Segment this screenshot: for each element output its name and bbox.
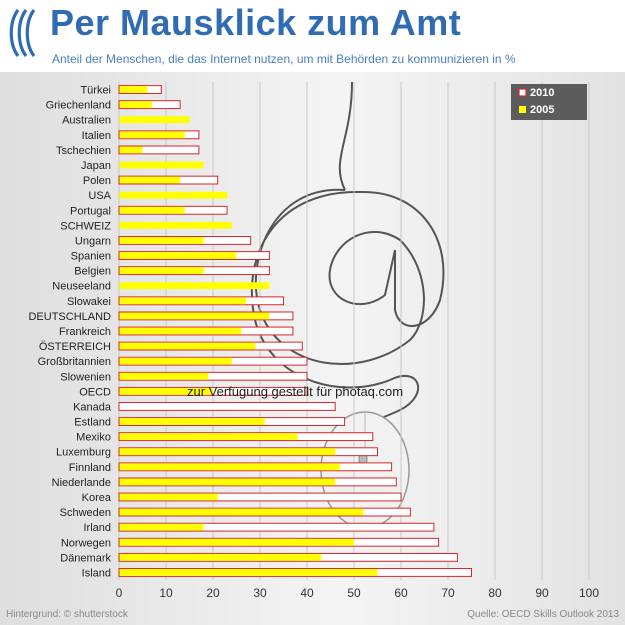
category-label: Belgien — [74, 266, 111, 278]
footer-credit: Hintergrund: © shutterstock — [6, 609, 128, 620]
page-title: Per Mausklick zum Amt — [50, 2, 462, 43]
legend-label-2010: 2010 — [530, 87, 554, 99]
bar-2005 — [119, 463, 340, 471]
category-label: Großbritannien — [38, 356, 111, 368]
category-label: Frankreich — [59, 326, 111, 338]
x-tick-label: 100 — [579, 586, 599, 600]
bar-2005 — [119, 206, 185, 214]
bar-2005 — [119, 282, 270, 290]
footer-source: Quelle: OECD Skills Outlook 2013 — [467, 609, 619, 620]
category-label: Tschechien — [56, 145, 111, 157]
category-label: Island — [82, 567, 111, 579]
legend-swatch-2010 — [518, 88, 527, 97]
x-tick-label: 60 — [394, 586, 408, 600]
category-labels: Türkei Griechenland Australien Italien Tsche… — [28, 85, 111, 580]
oecd-logo-icon — [9, 9, 36, 57]
bar-2005 — [119, 342, 256, 350]
x-tick-label: 40 — [300, 586, 314, 600]
category-label: OECD — [79, 386, 111, 398]
header: Per Mausklick zum Amt Anteil der Mensche… — [0, 0, 625, 70]
bar-2005 — [119, 569, 378, 576]
bar-2005 — [119, 297, 246, 305]
x-tick-label: 30 — [253, 586, 267, 600]
category-label: Norwegen — [61, 537, 111, 549]
bar-2005 — [119, 312, 270, 320]
legend-swatch-2005 — [519, 106, 526, 113]
bar-2005 — [119, 237, 204, 244]
category-label: Niederlande — [52, 477, 111, 489]
x-tick-label: 80 — [488, 586, 502, 600]
category-label: Luxemburg — [56, 447, 111, 459]
bar-2005 — [119, 221, 232, 229]
category-label: USA — [88, 190, 111, 202]
category-label: DEUTSCHLAND — [28, 311, 111, 323]
category-label: Polen — [83, 175, 111, 187]
x-tick-label: 90 — [535, 586, 549, 600]
x-axis-ticks: 0 10 20 30 40 50 60 70 80 90 100 — [116, 586, 600, 600]
bar-2005 — [119, 252, 237, 259]
bar-2005 — [119, 176, 181, 184]
bar-2010 — [118, 402, 336, 411]
bar-2005 — [119, 387, 213, 395]
category-label: Australien — [62, 115, 111, 127]
page-subtitle: Anteil der Menschen, die das Internet nu… — [52, 52, 516, 66]
x-tick-label: 0 — [116, 586, 123, 600]
category-label: Slowakei — [67, 296, 111, 308]
bar-2005 — [119, 191, 228, 199]
category-label: Estland — [74, 417, 111, 429]
watermark: zur Verfügung gestellt für photaq.com — [187, 384, 404, 399]
bars — [118, 85, 472, 577]
bar-2005 — [119, 146, 143, 154]
bar-2005 — [119, 508, 364, 516]
bar-2005 — [119, 372, 209, 380]
category-label: Kanada — [73, 401, 112, 413]
category-label: Türkei — [80, 85, 111, 97]
x-tick-label: 70 — [441, 586, 455, 600]
bar-2005 — [119, 101, 152, 109]
legend-label-2005: 2005 — [530, 104, 554, 116]
category-label: Japan — [81, 160, 111, 172]
x-tick-label: 10 — [159, 586, 173, 600]
bar-2005 — [119, 131, 185, 139]
category-label: Italien — [82, 130, 111, 142]
category-label: Korea — [82, 492, 112, 504]
bar-2010 — [118, 371, 308, 381]
bar-2005 — [119, 116, 190, 124]
category-label: Schweden — [60, 507, 111, 519]
bar-2005 — [119, 553, 322, 561]
chart-background — [0, 72, 625, 625]
category-label: Portugal — [70, 205, 111, 217]
bar-2005 — [119, 327, 242, 335]
category-label: Neuseeland — [52, 281, 111, 293]
bar-2010 — [118, 522, 435, 532]
bar-2005 — [119, 523, 204, 531]
bar-2005 — [119, 86, 148, 93]
category-label: Ungarn — [75, 235, 111, 247]
bar-2005 — [119, 357, 232, 365]
bar-2005 — [119, 267, 204, 275]
category-label: SCHWEIZ — [60, 220, 111, 232]
category-label: Slowenien — [60, 371, 111, 383]
category-label: Finnland — [69, 462, 111, 474]
category-label: Dänemark — [60, 552, 111, 564]
bar-2005 — [119, 161, 204, 169]
bar-2005 — [119, 418, 265, 425]
x-tick-label: 20 — [206, 586, 220, 600]
bar-2005 — [119, 433, 298, 441]
category-label: Spanien — [71, 251, 111, 263]
bar-2010 — [118, 492, 402, 502]
category-label: Griechenland — [46, 100, 111, 112]
category-label: Irland — [83, 522, 111, 534]
bar-2005 — [119, 478, 336, 486]
bar-2005 — [119, 448, 336, 456]
legend: 2010 2005 — [511, 84, 587, 120]
bar-2005 — [119, 493, 218, 501]
category-label: ÖSTERREICH — [39, 341, 111, 353]
bar-2010 — [118, 145, 200, 155]
category-label: Mexiko — [76, 432, 111, 444]
bar-2005 — [119, 538, 354, 546]
x-tick-label: 50 — [347, 586, 361, 600]
